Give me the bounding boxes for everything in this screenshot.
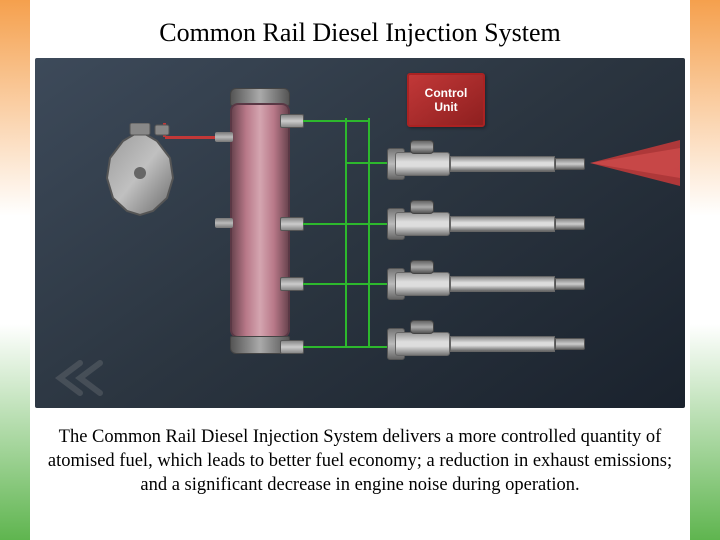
fuel-line bbox=[303, 283, 397, 285]
diagram-panel: ControlUnit bbox=[35, 58, 685, 408]
rail-outlet bbox=[280, 277, 304, 291]
control-unit: ControlUnit bbox=[407, 73, 485, 127]
fuel-spray bbox=[590, 138, 680, 188]
fuel-line bbox=[368, 118, 370, 348]
rail-sensor bbox=[215, 218, 233, 228]
rail-outlet bbox=[280, 217, 304, 231]
fuel-line bbox=[345, 118, 347, 348]
page-title: Common Rail Diesel Injection System bbox=[0, 0, 720, 56]
fuel-line bbox=[303, 120, 370, 122]
watermark-icon bbox=[50, 358, 110, 398]
right-border-gradient bbox=[690, 0, 720, 540]
rail-inlet bbox=[215, 132, 233, 142]
left-border-gradient bbox=[0, 0, 30, 540]
rail-outlet bbox=[280, 340, 304, 354]
fuel-line bbox=[303, 223, 397, 225]
control-unit-label: ControlUnit bbox=[425, 86, 468, 115]
fuel-line bbox=[303, 346, 397, 348]
high-pressure-pump bbox=[95, 123, 185, 223]
description-text: The Common Rail Diesel Injection System … bbox=[40, 425, 680, 497]
rail-outlet bbox=[280, 114, 304, 128]
